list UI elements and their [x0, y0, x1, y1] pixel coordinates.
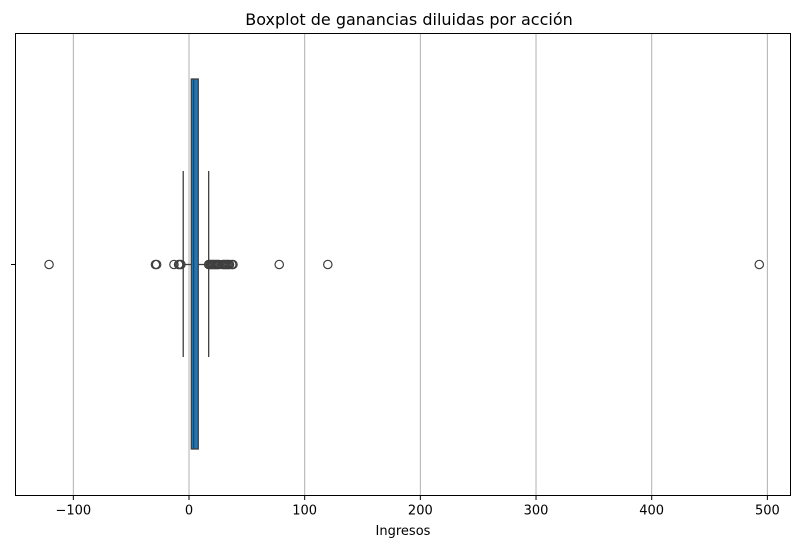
x-axis-ticks: −100 0 100 200 300 400 500 — [55, 495, 780, 519]
x-tick-label: 0 — [185, 504, 193, 519]
x-tick-label: 100 — [292, 504, 317, 519]
grid-lines — [72, 33, 768, 496]
x-tick-label: 500 — [755, 504, 780, 519]
outlier-point — [274, 259, 285, 270]
x-axis-label: Ingresos — [376, 524, 431, 539]
x-tick-label: 400 — [639, 504, 664, 519]
outlier-point — [323, 259, 333, 270]
outlier-layer — [44, 259, 765, 270]
box-layer — [182, 78, 210, 450]
x-tick-label: −100 — [55, 504, 91, 519]
outlier-point — [151, 259, 162, 270]
outlier-point — [176, 259, 186, 270]
box-iqr — [190, 78, 199, 450]
outlier-point — [754, 259, 765, 270]
plot-frame — [15, 33, 791, 496]
x-tick-label: 200 — [408, 504, 433, 519]
x-tick-label: 300 — [524, 504, 549, 519]
outlier-point — [169, 259, 179, 270]
outlier-point — [44, 259, 54, 270]
chart-title: Boxplot de ganancias diluidas por acción — [245, 10, 573, 29]
outlier-point — [228, 259, 238, 270]
